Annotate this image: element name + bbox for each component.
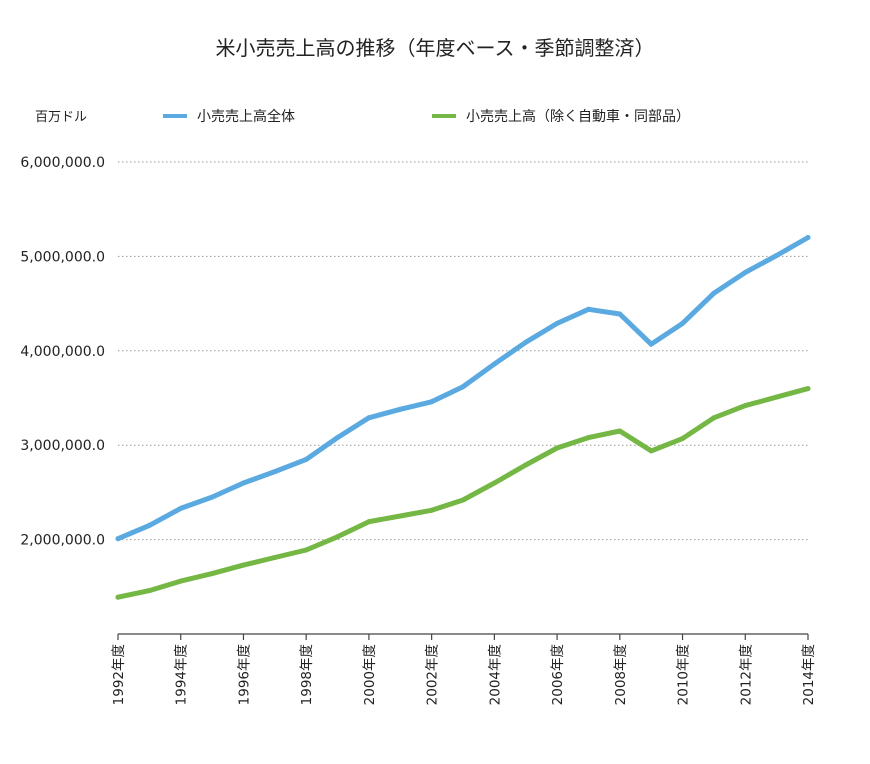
chart-title: 米小売売上高の推移（年度ベース・季節調整済） <box>216 36 655 60</box>
y-tick-label-0: 2,000,000.0 <box>20 533 105 549</box>
point-total-2006 <box>554 320 560 326</box>
point-total-1992 <box>115 536 121 542</box>
point-total-2005 <box>523 339 529 345</box>
y-tick-label-2: 4,000,000.0 <box>20 344 105 360</box>
point-total-1996 <box>241 480 246 486</box>
point-ex-auto-2012 <box>742 403 748 409</box>
point-total-2001 <box>397 406 403 412</box>
point-total-1993 <box>146 522 152 528</box>
point-ex-auto-1992 <box>115 594 121 600</box>
point-total-1999 <box>335 435 340 441</box>
point-ex-auto-2003 <box>460 497 466 503</box>
x-tick-label-10: 2012年度 <box>738 644 754 705</box>
x-tick-label-0: 1992年度 <box>111 644 127 705</box>
point-ex-auto-2000 <box>366 519 372 525</box>
point-total-1998 <box>303 456 309 462</box>
point-ex-auto-2009 <box>648 448 654 454</box>
legend-label-total: 小売売上高全体 <box>197 108 295 125</box>
point-total-1994 <box>178 505 184 511</box>
y-tick-label-4: 6,000,000.0 <box>20 155 105 171</box>
y-tick-label-1: 3,000,000.0 <box>20 438 105 454</box>
point-total-2009 <box>648 341 654 347</box>
point-ex-auto-2008 <box>617 428 623 434</box>
legend: 小売売上高全体 小売売上高（除く自動車・同部品） <box>163 108 690 125</box>
x-tick-label-1: 1994年度 <box>174 644 190 705</box>
point-ex-auto-1993 <box>146 588 152 594</box>
series-lines <box>115 235 811 600</box>
x-tick-label-8: 2008年度 <box>613 644 629 705</box>
point-total-2007 <box>586 306 591 312</box>
point-ex-auto-2014 <box>805 386 811 392</box>
y-tick-label-3: 5,000,000.0 <box>20 249 105 265</box>
y-axis-ticks: 2,000,000.0 3,000,000.0 4,000,000.0 5,000,0… <box>20 155 105 549</box>
point-total-2013 <box>774 253 780 258</box>
x-tick-label-7: 2006年度 <box>550 644 566 705</box>
point-ex-auto-2010 <box>680 436 685 442</box>
point-ex-auto-2002 <box>429 507 435 513</box>
x-tick-label-11: 2014年度 <box>801 644 817 705</box>
gridlines <box>118 161 808 541</box>
point-ex-auto-2001 <box>397 513 403 519</box>
point-total-2004 <box>491 361 497 367</box>
point-total-2011 <box>711 290 717 296</box>
x-axis-ticks: 1992年度 1994年度 1996年度 1998年度 2000年度 2002年度 2004… <box>111 634 817 705</box>
x-tick-label-6: 2004年度 <box>487 644 503 705</box>
point-total-2002 <box>429 399 435 405</box>
x-tick-label-9: 2010年度 <box>676 644 692 705</box>
point-ex-auto-2007 <box>586 435 591 441</box>
point-total-2014 <box>805 235 811 240</box>
y-unit-label: 百万ドル <box>35 110 87 125</box>
point-ex-auto-1996 <box>241 562 246 568</box>
point-ex-auto-2011 <box>711 415 717 421</box>
point-total-2012 <box>742 269 748 275</box>
point-ex-auto-2013 <box>774 394 780 400</box>
point-ex-auto-2006 <box>554 445 560 451</box>
point-ex-auto-1994 <box>178 578 184 584</box>
x-tick-label-5: 2002年度 <box>425 644 441 705</box>
x-tick-label-3: 1998年度 <box>299 644 315 705</box>
point-total-2010 <box>680 320 685 326</box>
point-ex-auto-1997 <box>272 555 278 560</box>
point-total-2003 <box>460 384 466 390</box>
point-total-2000 <box>366 415 372 421</box>
point-ex-auto-1995 <box>209 571 215 577</box>
point-ex-auto-1998 <box>303 547 309 553</box>
point-ex-auto-2004 <box>491 480 497 486</box>
point-ex-auto-1999 <box>335 534 340 540</box>
x-tick-label-2: 1996年度 <box>236 644 252 705</box>
point-ex-auto-2005 <box>523 462 529 468</box>
x-tick-label-4: 2000年度 <box>362 644 378 705</box>
legend-label-ex-auto: 小売売上高（除く自動車・同部品） <box>466 108 690 125</box>
point-total-2008 <box>617 311 623 317</box>
point-total-1995 <box>209 494 215 500</box>
point-total-1997 <box>272 469 278 475</box>
